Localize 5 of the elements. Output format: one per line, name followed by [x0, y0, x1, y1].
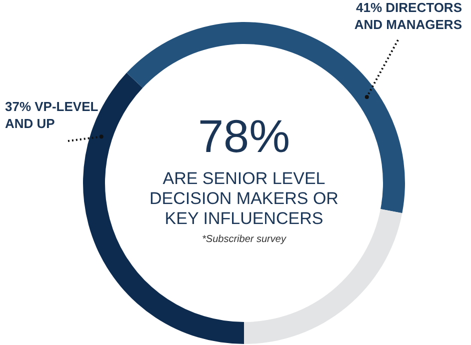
text: ARE SENIOR LEVEL DECISION MAKERS OR KEY INFLUENCERS — [150, 169, 338, 228]
text: *Subscriber survey — [202, 234, 287, 245]
slice-label: 37% VP-LEVEL AND UP — [5, 99, 98, 131]
text: 78% — [198, 110, 290, 162]
slice-label: 41% DIRECTORS AND MANAGERS — [354, 0, 462, 32]
